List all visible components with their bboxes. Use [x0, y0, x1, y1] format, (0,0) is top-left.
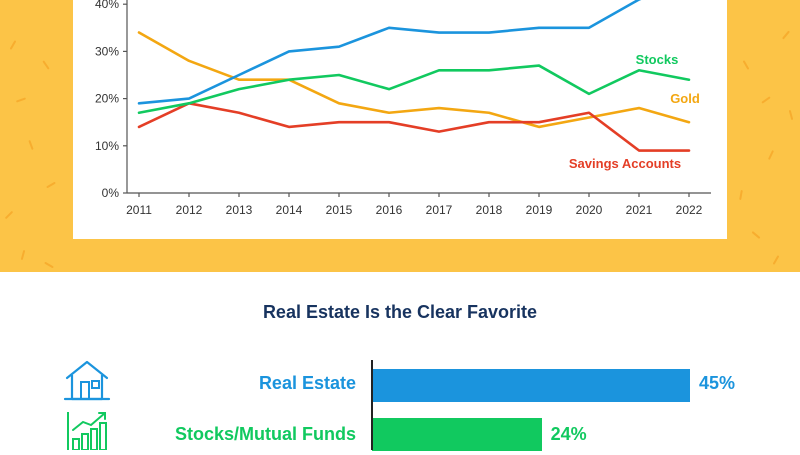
x-tick-label: 2018 — [476, 203, 503, 217]
x-tick-label: 2013 — [226, 203, 253, 217]
decorative-dash — [751, 231, 761, 239]
decorative-dash — [9, 40, 17, 50]
decorative-dash — [772, 255, 780, 265]
decorative-dash — [44, 261, 54, 269]
bar-chart-title: Real Estate Is the Clear Favorite — [262, 302, 538, 322]
x-tick-label: 2017 — [426, 203, 453, 217]
decorative-dash — [20, 249, 26, 261]
legend-label-savings-accounts: Savings Accounts — [569, 156, 681, 171]
x-tick-label: 2022 — [676, 203, 703, 217]
growth-chart-icon — [65, 410, 111, 455]
bar-value-real-estate: 45% — [699, 373, 736, 393]
bar-label-stocks-mutual-funds: Stocks/Mutual Funds — [174, 424, 356, 444]
bar-value-stocks-mutual-funds: 24% — [550, 424, 587, 444]
decorative-dash — [15, 97, 27, 103]
y-tick-label: 40% — [95, 0, 119, 11]
y-tick-label: 30% — [95, 44, 119, 58]
series-line-savings-accounts — [137, 102, 691, 152]
line-chart-card: 0% 10% 20% 30% 40% 2011 2012 2013 2014 2015 2016 20… — [73, 0, 727, 239]
x-tick-label: 2015 — [326, 203, 353, 217]
decorative-dash — [739, 189, 743, 201]
bar-chart-section: Real Estate Is the Clear Favorite Real E… — [0, 272, 800, 451]
house-icon — [63, 358, 111, 407]
y-tick-label: 10% — [95, 139, 119, 153]
y-tick-label: 20% — [95, 92, 119, 106]
x-tick-label: 2019 — [526, 203, 553, 217]
y-tick-label: 0% — [102, 186, 120, 200]
decorative-dash — [742, 60, 750, 70]
legend-label-stocks: Stocks — [636, 52, 679, 67]
series-line-stocks — [137, 64, 691, 115]
decorative-dash — [4, 210, 14, 220]
x-tick-label: 2014 — [276, 203, 303, 217]
decorative-dash — [46, 181, 56, 189]
legend-label-gold: Gold — [670, 91, 700, 106]
line-chart: 0% 10% 20% 30% 40% 2011 2012 2013 2014 2015 2016 20… — [95, 0, 711, 217]
decorative-dash — [782, 30, 790, 40]
bar-chart-axis — [371, 360, 373, 450]
x-tick-label: 2016 — [376, 203, 403, 217]
bar-label-real-estate: Real Estate — [258, 373, 356, 393]
x-tick-label: 2011 — [126, 203, 152, 217]
decorative-dash — [28, 139, 34, 151]
bar-real-estate — [372, 369, 690, 402]
x-tick-label: 2012 — [176, 203, 203, 217]
x-tick-label: 2020 — [576, 203, 603, 217]
series-line-real-estate — [137, 0, 642, 105]
x-tick-label: 2021 — [626, 203, 653, 217]
series-line-gold — [137, 31, 691, 129]
decorative-dash — [788, 109, 794, 121]
decorative-dash — [42, 60, 50, 70]
bar-stocks-mutual-funds — [372, 418, 542, 451]
decorative-dash — [761, 96, 771, 104]
decorative-dash — [767, 150, 775, 160]
